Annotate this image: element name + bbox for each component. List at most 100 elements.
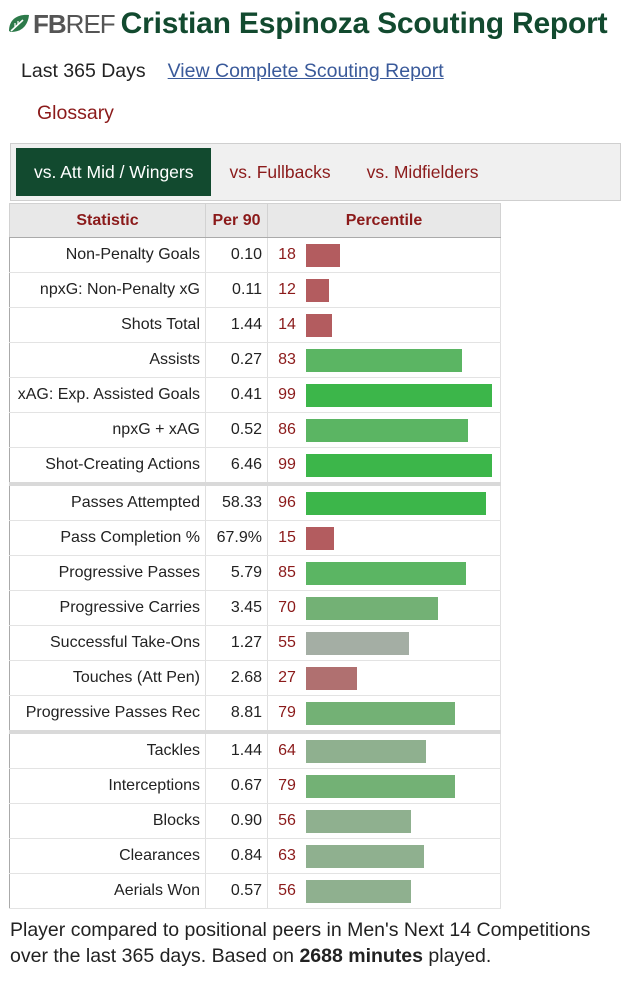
table-row: Aerials Won 0.57 56 bbox=[9, 873, 501, 909]
tab-midfielders[interactable]: vs. Midfielders bbox=[366, 161, 479, 182]
stat-name: Blocks bbox=[9, 803, 206, 839]
per90-value: 1.44 bbox=[205, 307, 268, 343]
footnote: Player compared to positional peers in M… bbox=[10, 917, 610, 969]
table-row: Clearances 0.84 63 bbox=[9, 838, 501, 874]
stat-name: Progressive Carries bbox=[9, 590, 206, 626]
percentile-bar bbox=[306, 526, 334, 550]
page-header: FB REF Cristian Espinoza Scouting Report bbox=[6, 4, 608, 44]
table-row: Shot-Creating Actions 6.46 99 bbox=[9, 447, 501, 485]
table-row: Shots Total 1.44 14 bbox=[9, 307, 501, 343]
percentile-value: 27 bbox=[278, 669, 296, 686]
percentile-value: 83 bbox=[278, 351, 296, 368]
percentile-cell: 27 bbox=[267, 660, 501, 696]
table-row: xAG: Exp. Assisted Goals 0.41 99 bbox=[9, 377, 501, 413]
percentile-cell: 63 bbox=[267, 838, 501, 874]
per90-value: 0.84 bbox=[205, 838, 268, 874]
percentile-value: 99 bbox=[278, 386, 296, 403]
subnav: Last 365 Days View Complete Scouting Rep… bbox=[21, 60, 444, 83]
stat-name: Passes Attempted bbox=[9, 482, 206, 521]
table-body: Non-Penalty Goals 0.10 18 npxG: Non-Penalty… bbox=[9, 237, 501, 909]
footnote-end: played. bbox=[423, 945, 492, 967]
fbref-logo[interactable]: FB REF bbox=[6, 8, 116, 40]
stat-name: Pass Completion % bbox=[9, 520, 206, 556]
percentile-cell: 99 bbox=[267, 447, 501, 485]
table-row: Assists 0.27 83 bbox=[9, 342, 501, 378]
percentile-cell: 70 bbox=[267, 590, 501, 626]
percentile-value: 64 bbox=[278, 742, 296, 759]
percentile-bar bbox=[306, 666, 357, 690]
table-row: Touches (Att Pen) 2.68 27 bbox=[9, 660, 501, 696]
percentile-bar bbox=[306, 278, 329, 302]
minutes-played: 2688 minutes bbox=[299, 945, 423, 967]
leaf-icon bbox=[9, 14, 29, 32]
stat-name: Shots Total bbox=[9, 307, 206, 343]
stat-name: Progressive Passes Rec bbox=[9, 695, 206, 733]
percentile-bar bbox=[306, 418, 468, 442]
page-title: Cristian Espinoza Scouting Report bbox=[120, 7, 608, 40]
table-row: Progressive Passes 5.79 85 bbox=[9, 555, 501, 591]
percentile-value: 96 bbox=[278, 494, 296, 511]
table-row: Blocks 0.90 56 bbox=[9, 803, 501, 839]
per90-value: 0.52 bbox=[205, 412, 268, 448]
percentile-value: 18 bbox=[278, 246, 296, 263]
percentile-bar bbox=[306, 313, 332, 337]
scouting-table: Statistic Per 90 Percentile Non-Penalty … bbox=[9, 203, 501, 909]
table-row: npxG: Non-Penalty xG 0.11 12 bbox=[9, 272, 501, 308]
glossary-link[interactable]: Glossary bbox=[37, 102, 114, 124]
percentile-cell: 56 bbox=[267, 873, 501, 909]
table-row: Interceptions 0.67 79 bbox=[9, 768, 501, 804]
stat-name: Progressive Passes bbox=[9, 555, 206, 591]
stat-name: Tackles bbox=[9, 730, 206, 769]
percentile-bar bbox=[306, 739, 426, 763]
header-percentile[interactable]: Percentile bbox=[267, 203, 501, 238]
percentile-bar bbox=[306, 809, 411, 833]
percentile-value: 56 bbox=[278, 812, 296, 829]
percentile-bar bbox=[306, 348, 462, 372]
range-label: Last 365 Days bbox=[21, 60, 146, 82]
per90-value: 0.90 bbox=[205, 803, 268, 839]
table-row: Progressive Carries 3.45 70 bbox=[9, 590, 501, 626]
stat-name: Clearances bbox=[9, 838, 206, 874]
percentile-bar bbox=[306, 453, 492, 477]
table-row: Non-Penalty Goals 0.10 18 bbox=[9, 237, 501, 273]
per90-value: 0.67 bbox=[205, 768, 268, 804]
tab-fullbacks[interactable]: vs. Fullbacks bbox=[229, 161, 331, 182]
comparison-tabs: vs. Att Mid / Wingers vs. Fullbacks vs. … bbox=[10, 143, 621, 201]
footnote-text: Player compared to positional peers in M… bbox=[10, 919, 591, 967]
per90-value: 2.68 bbox=[205, 660, 268, 696]
stat-name: xAG: Exp. Assisted Goals bbox=[9, 377, 206, 413]
stat-name: npxG + xAG bbox=[9, 412, 206, 448]
percentile-cell: 85 bbox=[267, 555, 501, 591]
header-per90[interactable]: Per 90 bbox=[205, 203, 268, 238]
stat-name: Successful Take-Ons bbox=[9, 625, 206, 661]
percentile-value: 86 bbox=[278, 421, 296, 438]
complete-report-link[interactable]: View Complete Scouting Report bbox=[167, 60, 444, 82]
percentile-value: 12 bbox=[278, 281, 296, 298]
per90-value: 1.44 bbox=[205, 730, 268, 769]
percentile-bar bbox=[306, 844, 424, 868]
percentile-bar bbox=[306, 243, 340, 267]
percentile-cell: 14 bbox=[267, 307, 501, 343]
stat-name: Touches (Att Pen) bbox=[9, 660, 206, 696]
percentile-value: 15 bbox=[278, 529, 296, 546]
stat-name: Aerials Won bbox=[9, 873, 206, 909]
per90-value: 0.27 bbox=[205, 342, 268, 378]
percentile-cell: 56 bbox=[267, 803, 501, 839]
per90-value: 8.81 bbox=[205, 695, 268, 733]
stat-name: Assists bbox=[9, 342, 206, 378]
per90-value: 58.33 bbox=[205, 482, 268, 521]
percentile-bar bbox=[306, 596, 438, 620]
stat-name: Non-Penalty Goals bbox=[9, 237, 206, 273]
per90-value: 1.27 bbox=[205, 625, 268, 661]
percentile-value: 85 bbox=[278, 564, 296, 581]
per90-value: 3.45 bbox=[205, 590, 268, 626]
percentile-cell: 55 bbox=[267, 625, 501, 661]
stat-name: npxG: Non-Penalty xG bbox=[9, 272, 206, 308]
header-statistic[interactable]: Statistic bbox=[9, 203, 206, 238]
percentile-value: 14 bbox=[278, 316, 296, 333]
logo-ref-text: REF bbox=[65, 8, 116, 39]
percentile-cell: 96 bbox=[267, 482, 501, 521]
tab-att-mid-wingers[interactable]: vs. Att Mid / Wingers bbox=[16, 148, 212, 196]
table-header-row: Statistic Per 90 Percentile bbox=[9, 203, 501, 238]
per90-value: 6.46 bbox=[205, 447, 268, 485]
